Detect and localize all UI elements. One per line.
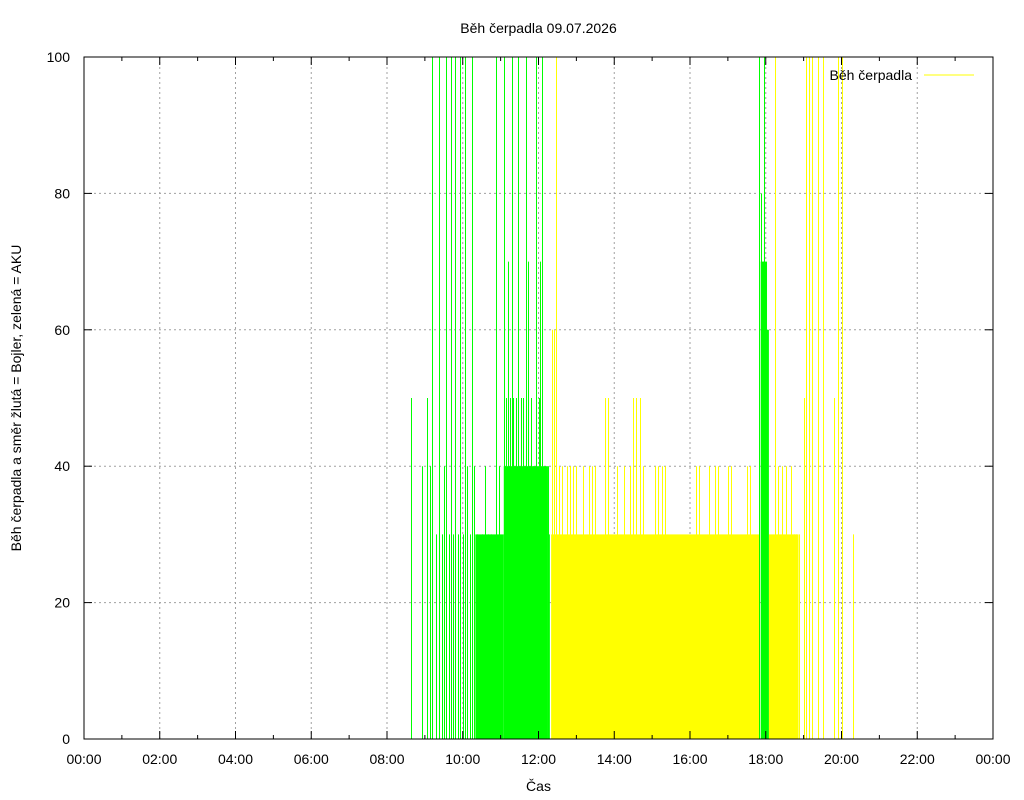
x-tick-label: 04:00: [218, 751, 253, 767]
x-tick-label: 02:00: [142, 751, 177, 767]
legend-entry-label: Běh čerpadla: [829, 67, 912, 83]
y-tick-label: 80: [54, 185, 70, 201]
legend: Běh čerpadla: [829, 67, 974, 83]
x-tick-label: 06:00: [294, 751, 329, 767]
y-tick-label: 40: [54, 458, 70, 474]
x-tick-label: 08:00: [369, 751, 404, 767]
y-tick-label: 60: [54, 322, 70, 338]
x-axis-label: Čas: [526, 778, 551, 794]
series-2: [411, 57, 769, 739]
y-tick-label: 20: [54, 595, 70, 611]
x-tick-label: 22:00: [900, 751, 935, 767]
y-tick-label: 0: [62, 731, 70, 747]
x-tick-label: 14:00: [597, 751, 632, 767]
grid-lines: [84, 57, 993, 739]
chart-title: Běh čerpadla 09.07.2026: [460, 20, 617, 36]
x-tick-label: 00:00: [975, 751, 1010, 767]
data-layer: [411, 57, 854, 739]
x-tick-label: 20:00: [824, 751, 859, 767]
y-tick-label: 100: [47, 49, 71, 65]
axis-ticks: 0 20 40 60 80 100 00:00 02:00 04:00 06:00 08:00 10:…: [47, 49, 1011, 767]
series-1: [551, 57, 854, 739]
x-tick-label: 18:00: [748, 751, 783, 767]
x-tick-label: 00:00: [66, 751, 101, 767]
series-block: [768, 534, 799, 739]
x-tick-label: 10:00: [445, 751, 480, 767]
x-tick-label: 16:00: [672, 751, 707, 767]
x-tick-label: 12:00: [521, 751, 556, 767]
y-axis-label: Běh čerpadla a směr žlutá = Bojler, zele…: [8, 245, 24, 552]
